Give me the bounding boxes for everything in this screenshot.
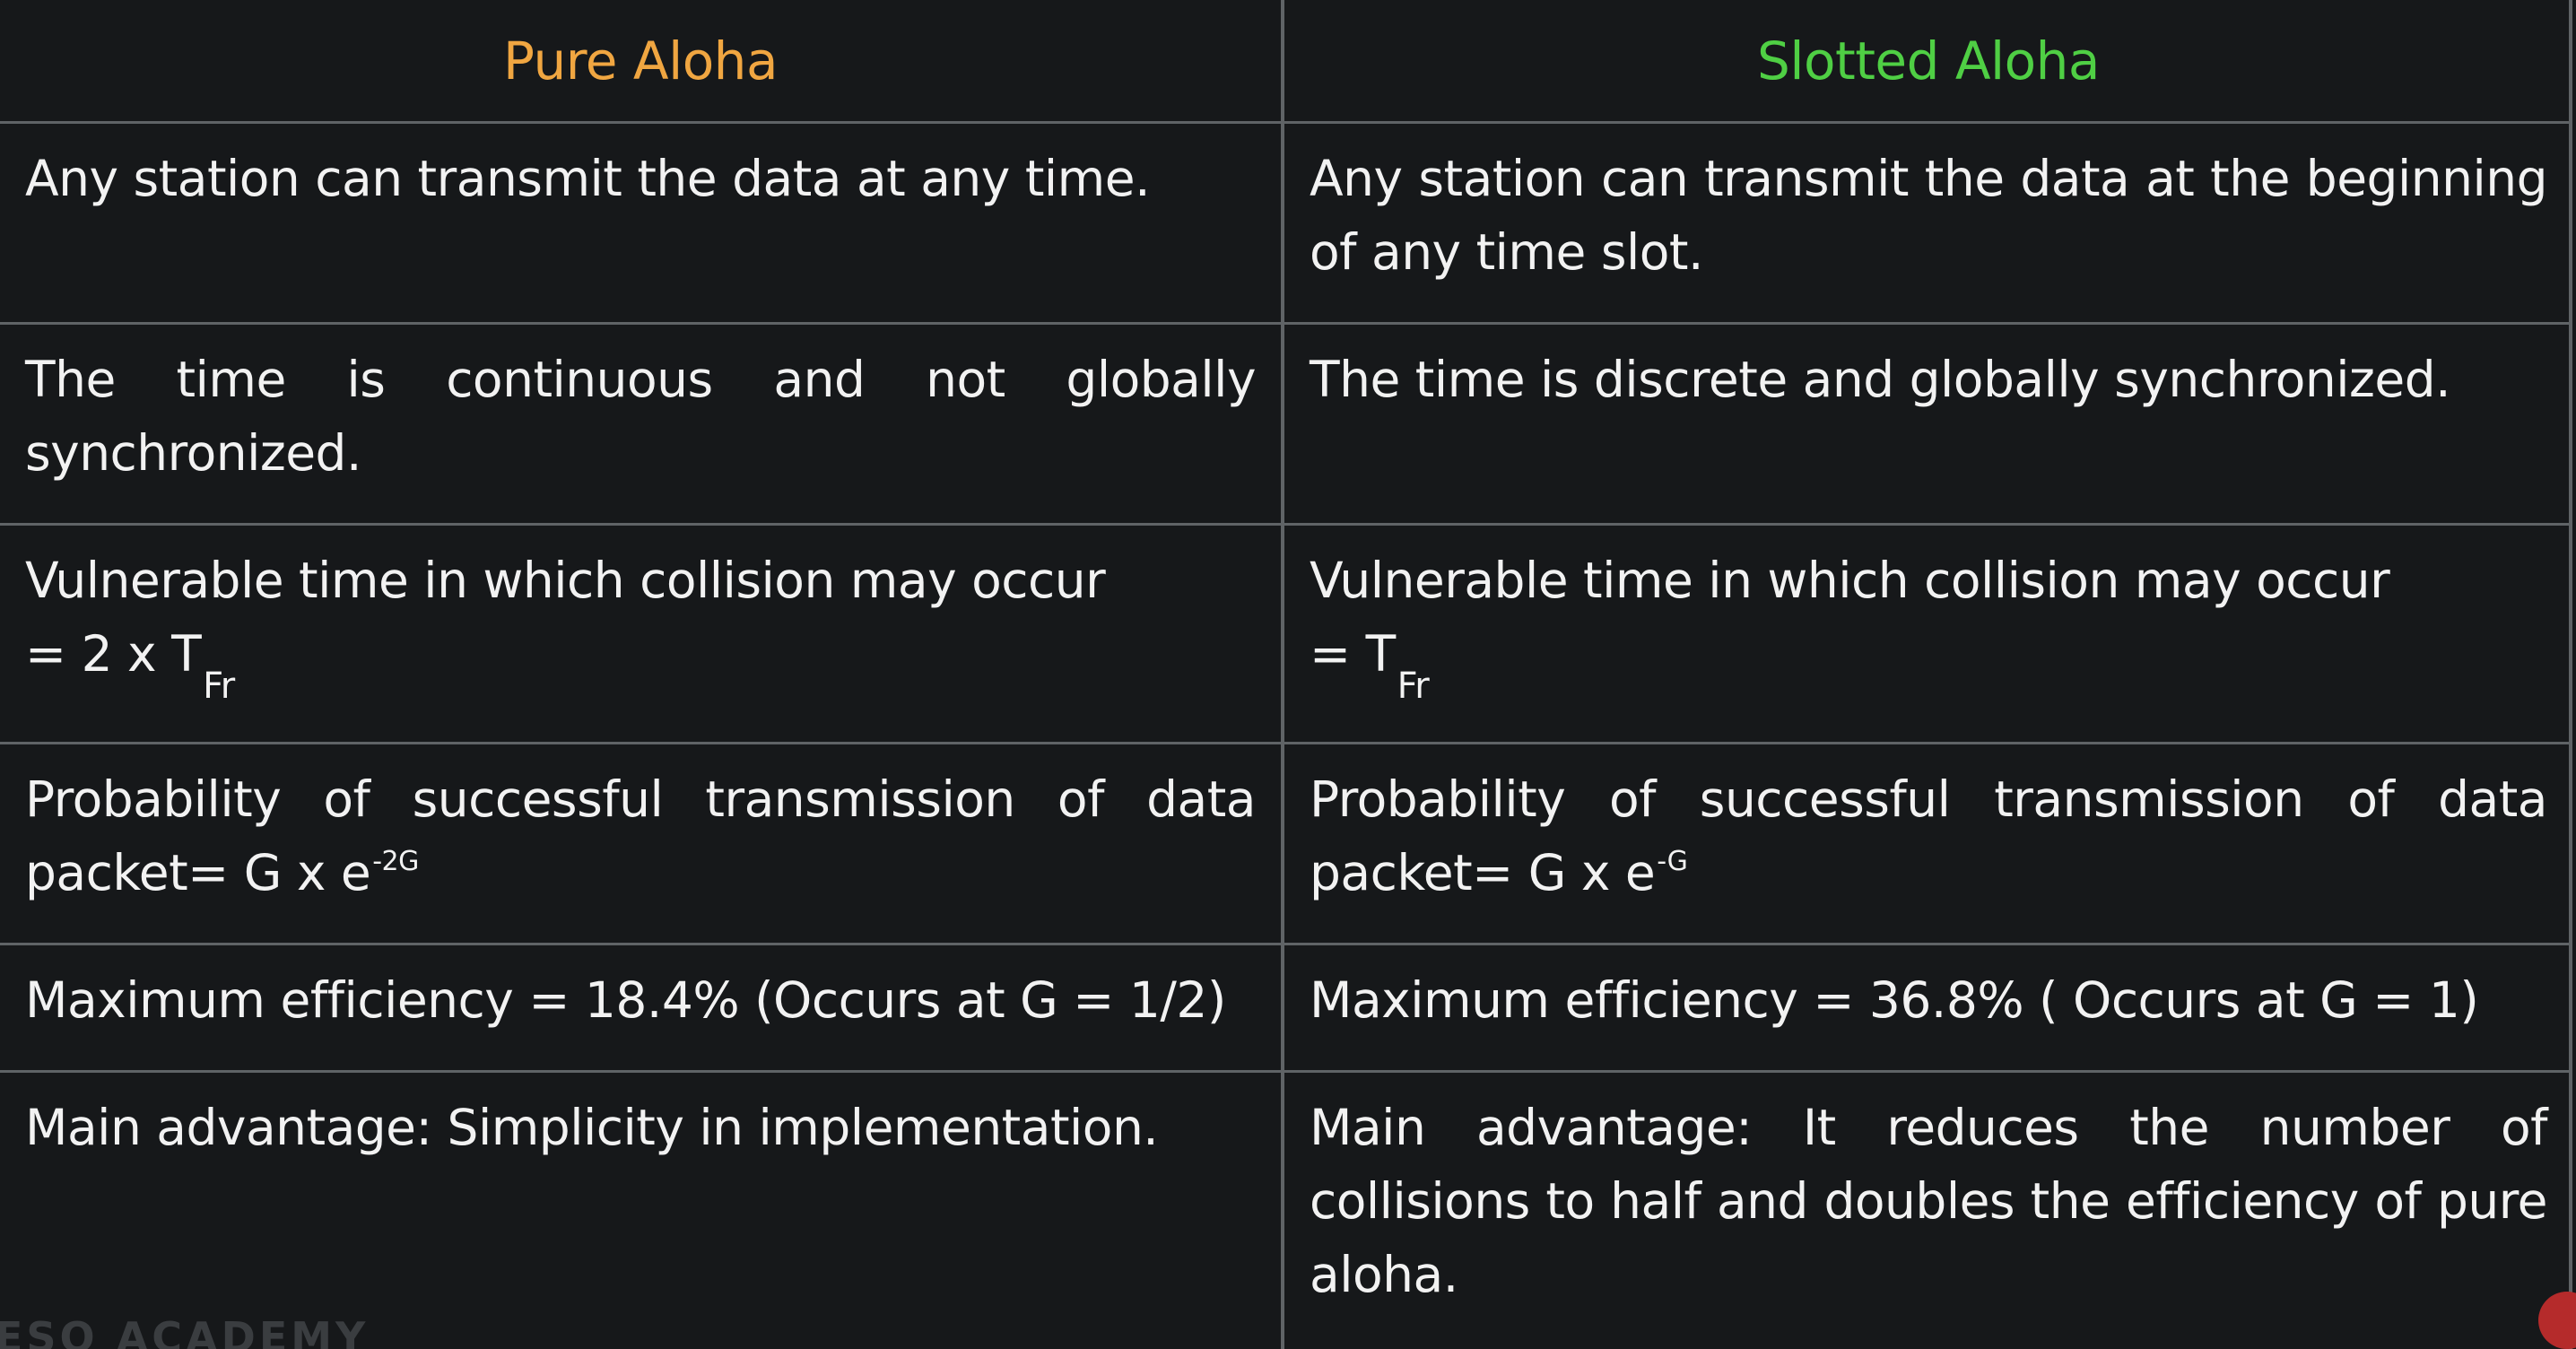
table-cell-slotted-transmission: Any station can transmit the data at the… [1284, 124, 2572, 325]
table-cell-pure-transmission: Any station can transmit the data at any… [0, 124, 1284, 325]
formula-text: = 2 x T [25, 625, 202, 683]
cell-text: Vulnerable time in which collision may o… [1310, 552, 2390, 609]
formula: = 2 x TFr [25, 617, 1256, 704]
table-cell-pure-time: The time is continuous and not globally … [0, 325, 1284, 526]
formula-text: = T [1310, 625, 1396, 683]
table-cell-slotted-advantage: Main advantage: It reduces the number of… [1284, 1073, 2572, 1349]
header-pure-aloha-label: Pure Aloha [503, 30, 779, 91]
cell-text: Maximum efficiency = 36.8% ( Occurs at G… [1310, 971, 2479, 1029]
watermark-logo: ESO ACADEMY [0, 1313, 370, 1349]
header-slotted-aloha: Slotted Aloha [1284, 0, 2572, 124]
table-cell-slotted-efficiency: Maximum efficiency = 36.8% ( Occurs at G… [1284, 945, 2572, 1073]
cell-text: Probability of successful transmission o… [25, 770, 1257, 901]
cell-text: Main advantage: Simplicity in implementa… [25, 1099, 1159, 1156]
table-cell-pure-advantage: Main advantage: Simplicity in implementa… [0, 1073, 1284, 1349]
cell-text: Vulnerable time in which collision may o… [25, 552, 1106, 609]
table-cell-slotted-vulnerable: Vulnerable time in which collision may o… [1284, 526, 2572, 744]
table-cell-pure-vulnerable: Vulnerable time in which collision may o… [0, 526, 1284, 744]
formula-exponent: -G [1657, 846, 1688, 877]
cell-text: The time is discrete and globally synchr… [1310, 351, 2451, 408]
table-cell-pure-efficiency: Maximum efficiency = 18.4% (Occurs at G … [0, 945, 1284, 1073]
cell-text: Main advantage: It reduces the number of… [1310, 1099, 2548, 1303]
formula-subscript: Fr [1397, 666, 1430, 707]
header-pure-aloha: Pure Aloha [0, 0, 1284, 124]
table-cell-slotted-probability: Probability of successful transmission o… [1284, 744, 2572, 945]
table-cell-pure-probability: Probability of successful transmission o… [0, 744, 1284, 945]
header-slotted-aloha-label: Slotted Aloha [1757, 30, 2100, 91]
cell-text: Probability of successful transmission o… [1310, 770, 2548, 901]
cell-text: The time is continuous and not globally … [25, 351, 1257, 482]
cell-text: Any station can transmit the data at any… [25, 150, 1151, 207]
formula: = TFr [1310, 617, 2547, 704]
table-cell-slotted-time: The time is discrete and globally synchr… [1284, 325, 2572, 526]
cell-text: Maximum efficiency = 18.4% (Occurs at G … [25, 971, 1226, 1029]
cell-text: Any station can transmit the data at the… [1310, 150, 2548, 281]
formula-subscript: Fr [203, 666, 235, 707]
formula-exponent: -2G [372, 846, 419, 877]
